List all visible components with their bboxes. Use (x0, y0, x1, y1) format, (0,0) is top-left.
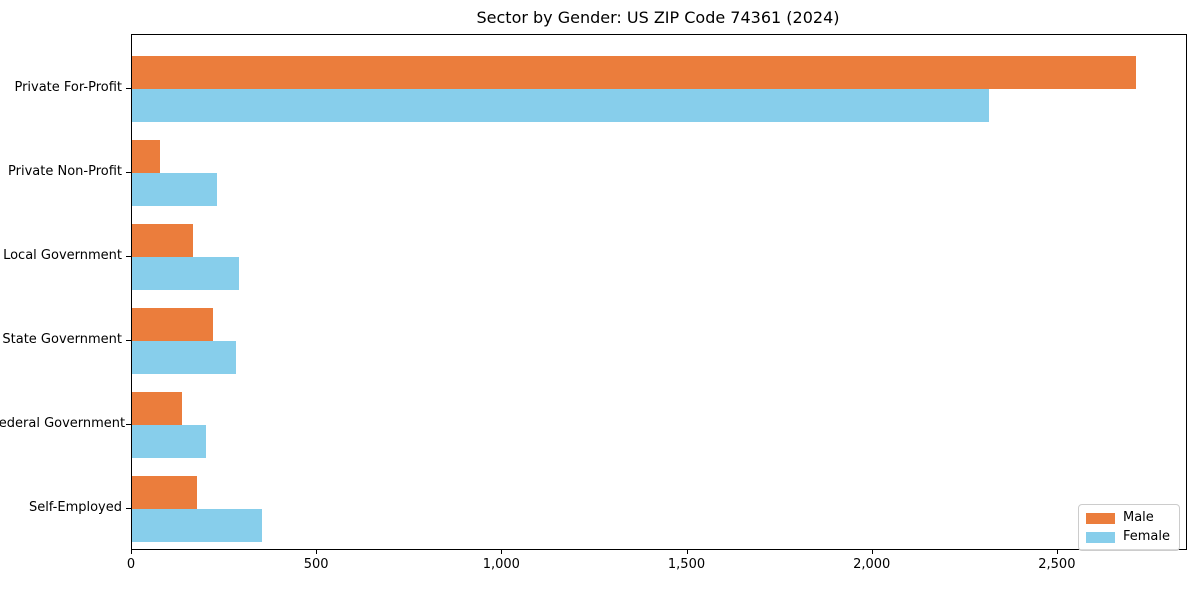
x-tick-mark (686, 549, 688, 554)
bar-female-private-for-profit (132, 89, 989, 122)
bar-female-federal-government (132, 425, 206, 458)
y-tick-label-self-employed: Self-Employed (28, 500, 122, 515)
x-tick-mark (131, 549, 132, 554)
bar-male-private-for-profit (132, 56, 1136, 89)
legend-item-female: Female (1085, 529, 1170, 544)
bar-female-local-government (132, 257, 239, 290)
y-tick-label-state-government: State Government (2, 332, 122, 347)
y-tick-mark (126, 256, 131, 257)
x-tick-mark (316, 549, 318, 554)
y-tick-label-private-non-profit: Private Non-Profit (8, 164, 122, 179)
x-tick-mark (871, 549, 873, 554)
legend-item-male: Male (1085, 510, 1170, 525)
y-tick-label-private-for-profit: Private For-Profit (14, 80, 122, 95)
x-tick-mark (1056, 549, 1058, 554)
bar-male-private-non-profit (132, 140, 160, 173)
legend-swatch-female (1085, 531, 1115, 543)
bar-male-local-government (132, 224, 193, 257)
bar-male-federal-government (132, 392, 182, 425)
x-tick-label-0: 0 (126, 557, 136, 572)
bar-female-self-employed (132, 509, 262, 542)
bar-female-state-government (132, 341, 236, 374)
x-tick-label-2-500: 2,500 (1038, 557, 1076, 572)
y-tick-mark (126, 508, 131, 509)
y-tick-mark (126, 340, 131, 341)
x-tick-label-2-000: 2,000 (853, 557, 891, 572)
bar-male-state-government (132, 308, 213, 341)
x-tick-label-1-000: 1,000 (482, 557, 520, 572)
y-tick-mark (126, 88, 131, 89)
bar-male-self-employed (132, 476, 197, 509)
y-tick-label-federal-government: Federal Government (0, 416, 126, 431)
legend-label-male: Male (1122, 510, 1154, 525)
y-tick-label-local-government: Local Government (3, 248, 122, 263)
legend: Male Female (1077, 504, 1180, 551)
x-tick-label-1-500: 1,500 (667, 557, 706, 572)
x-tick-label-500: 500 (303, 557, 329, 572)
plot-area: Male Female (131, 34, 1187, 551)
x-tick-mark (501, 549, 503, 554)
chart-title: Sector by Gender: US ZIP Code 74361 (202… (476, 8, 840, 27)
bar-female-private-non-profit (132, 173, 217, 206)
legend-swatch-male (1085, 512, 1115, 524)
legend-label-female: Female (1122, 529, 1170, 544)
y-tick-mark (126, 172, 131, 173)
y-tick-mark (126, 424, 131, 425)
